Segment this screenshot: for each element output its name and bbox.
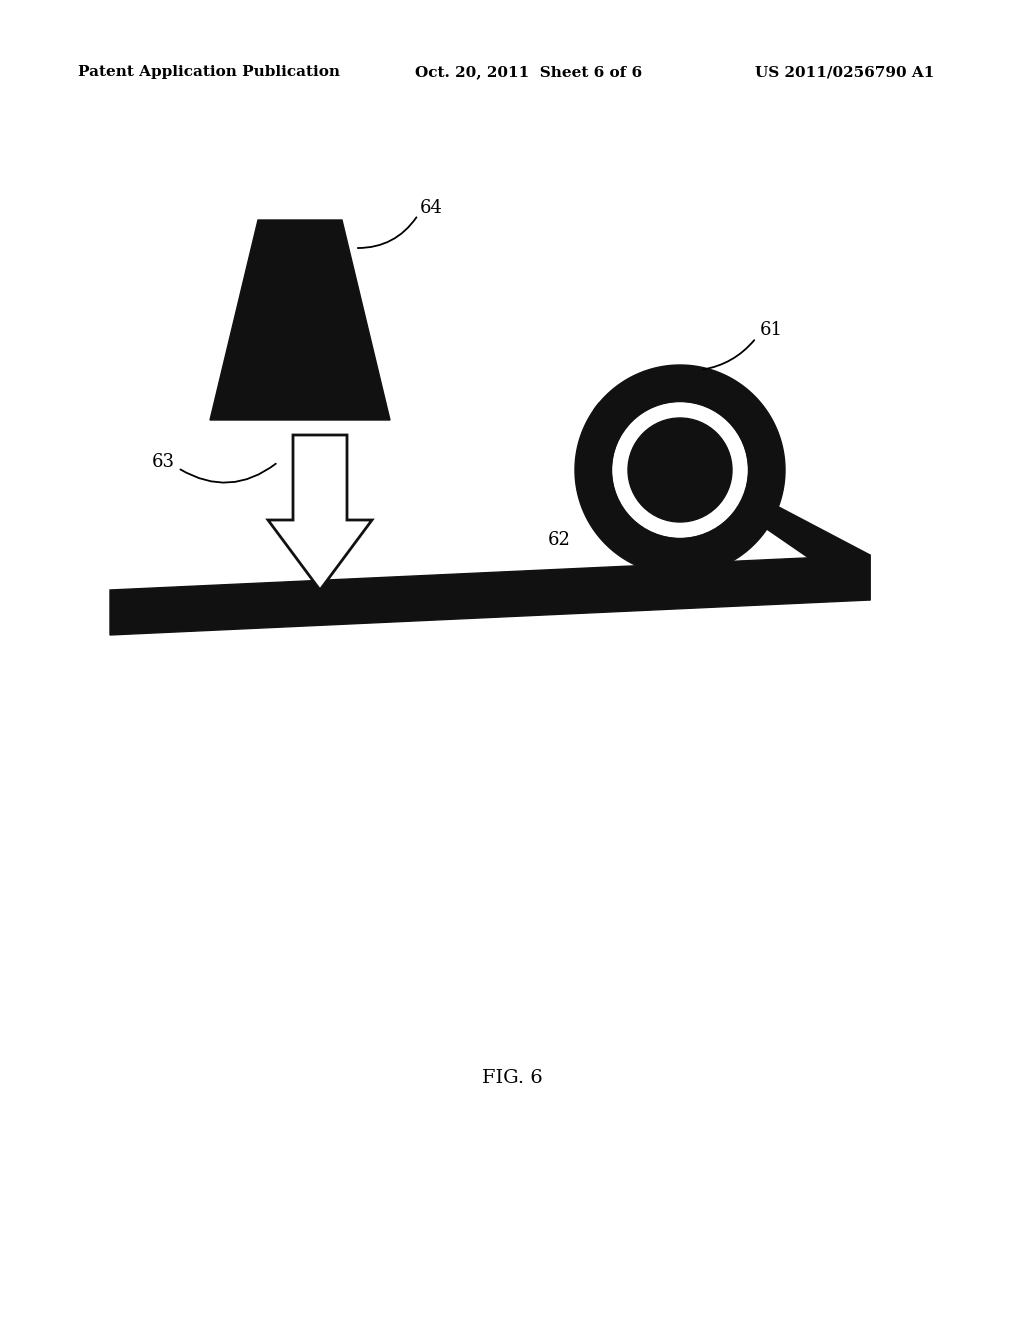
Text: 61: 61 — [760, 321, 783, 339]
Circle shape — [613, 403, 746, 537]
Text: 63: 63 — [152, 453, 175, 471]
Polygon shape — [575, 366, 785, 576]
FancyArrowPatch shape — [180, 463, 275, 483]
Text: Oct. 20, 2011  Sheet 6 of 6: Oct. 20, 2011 Sheet 6 of 6 — [415, 65, 642, 79]
Circle shape — [628, 418, 732, 521]
FancyArrowPatch shape — [357, 218, 417, 248]
Text: 64: 64 — [420, 199, 442, 216]
Text: 62: 62 — [548, 531, 570, 549]
Text: Patent Application Publication: Patent Application Publication — [78, 65, 340, 79]
FancyArrowPatch shape — [702, 341, 755, 370]
Polygon shape — [268, 436, 372, 590]
Polygon shape — [210, 220, 390, 420]
Polygon shape — [110, 554, 870, 635]
Polygon shape — [594, 371, 870, 601]
Text: US 2011/0256790 A1: US 2011/0256790 A1 — [755, 65, 934, 79]
Text: FIG. 6: FIG. 6 — [481, 1069, 543, 1086]
